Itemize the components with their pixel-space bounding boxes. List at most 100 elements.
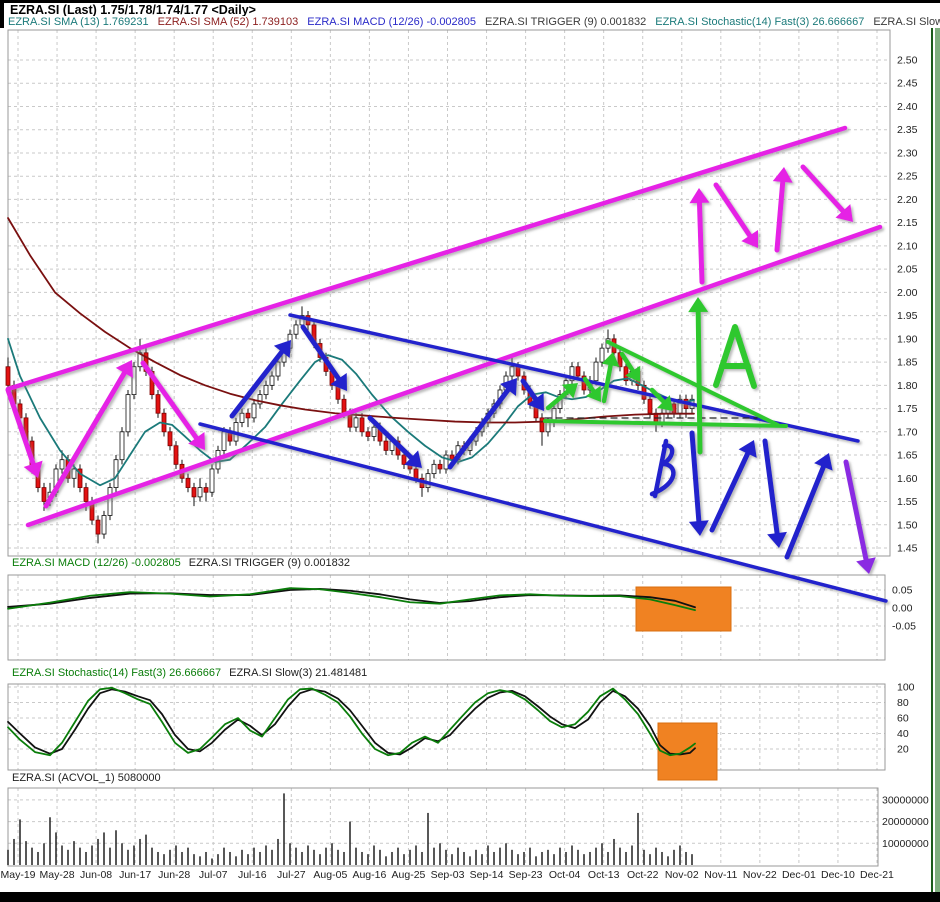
annotation-arrow[interactable] <box>689 430 702 524</box>
annotation-arrow[interactable] <box>447 387 511 470</box>
annotation-arrowhead <box>585 385 601 402</box>
price-axis-label: 2.20 <box>897 194 918 206</box>
price-axis-label: 1.90 <box>897 333 918 345</box>
date-axis-label: Aug-25 <box>392 869 426 881</box>
macd-label-left: EZRA.SI MACD (12/26) -0.002805 <box>12 557 181 569</box>
stochastic-axis-label: 100 <box>897 682 915 694</box>
price-axis-label: 2.45 <box>897 78 918 90</box>
annotation-arrow[interactable] <box>582 376 596 394</box>
annotation-arrow[interactable] <box>709 451 751 533</box>
price-axis-label: 2.30 <box>897 147 918 159</box>
price-axis-label: 2.40 <box>897 101 918 113</box>
annotation-arrow[interactable] <box>229 349 285 419</box>
price-axis-label: 1.70 <box>897 426 918 438</box>
stochastic-axis-label: 40 <box>897 728 909 740</box>
window-bottom-border <box>0 892 940 902</box>
volume-bars <box>7 793 693 865</box>
price-axis-label: 2.05 <box>897 264 918 276</box>
trend-line[interactable] <box>198 422 888 603</box>
window-left-border <box>0 0 4 28</box>
window-top-border <box>0 0 940 3</box>
annotation-arrowhead <box>625 365 641 382</box>
annotation-arrow[interactable] <box>300 324 342 382</box>
letter-A[interactable] <box>713 324 757 389</box>
macd-axis-label: 0.05 <box>892 585 913 597</box>
date-axis-label: Aug-16 <box>352 869 386 881</box>
right-edge-strip-light <box>935 28 940 892</box>
price-axis-label: 1.60 <box>897 473 918 485</box>
volume-axis-label: 10000000 <box>882 838 929 850</box>
date-axis-label: Jul-16 <box>238 869 267 881</box>
macd-axis-label: 0.00 <box>892 603 913 615</box>
annotation-arrow[interactable] <box>367 415 414 461</box>
stochastic-axis-label: 60 <box>897 713 909 725</box>
trend-line[interactable] <box>5 125 848 392</box>
annotation-arrow[interactable] <box>843 459 869 562</box>
price-axis-label: 1.55 <box>897 496 918 508</box>
annotation-arrowhead <box>188 431 205 450</box>
candlestick-layer <box>5 306 695 544</box>
date-axis-label: Nov-22 <box>743 869 777 881</box>
price-axis-label: 1.80 <box>897 380 918 392</box>
indicator-segment: EZRA.SI MACD (12/26) -0.002805 <box>307 16 477 28</box>
price-axis-label: 1.85 <box>897 357 918 369</box>
annotation-arrowhead <box>601 352 620 367</box>
stochastic-slow-line <box>7 688 696 756</box>
volume-axis-label: 30000000 <box>882 794 929 806</box>
highlight-box[interactable] <box>635 586 732 632</box>
volume-axis-label: 20000000 <box>882 816 929 828</box>
annotation-arrow[interactable] <box>696 200 705 285</box>
annotation-arrow[interactable] <box>762 438 780 536</box>
letter-B[interactable] <box>649 438 676 499</box>
annotation-arrow[interactable] <box>695 309 703 455</box>
date-axis-label: Oct-22 <box>627 869 659 881</box>
annotation-arrowhead <box>23 460 43 478</box>
price-axis-label: 1.50 <box>897 519 918 531</box>
date-axis-label: Dec-21 <box>860 869 894 881</box>
date-axis-label: Oct-04 <box>549 869 581 881</box>
annotation-arrow[interactable] <box>520 378 538 402</box>
annotations-layer[interactable] <box>5 125 888 603</box>
annotation-arrowhead <box>814 453 833 471</box>
annotation-arrowhead <box>688 297 709 313</box>
annotation-arrow[interactable] <box>43 370 127 509</box>
annotation-arrow[interactable] <box>784 464 826 560</box>
macd-trigger-line <box>7 588 696 609</box>
annotation-arrow[interactable] <box>619 351 635 373</box>
date-axis-label: Nov-11 <box>704 869 737 881</box>
price-axis-label: 2.25 <box>897 171 918 183</box>
date-axis-label: May-28 <box>40 869 75 881</box>
annotation-arrow[interactable] <box>774 179 786 253</box>
date-axis-label: Sep-23 <box>509 869 543 881</box>
annotation-arrow[interactable] <box>5 387 36 467</box>
date-axis-label: Nov-02 <box>665 869 699 881</box>
trend-line[interactable] <box>543 419 788 428</box>
annotation-arrowhead <box>738 440 757 458</box>
trend-line[interactable] <box>25 224 883 528</box>
indicator-summary-row: EZRA.SI SMA (13) 1.769231 EZRA.SI SMA (52… <box>8 16 940 29</box>
annotation-arrow[interactable] <box>140 360 199 441</box>
price-axis-label: 1.95 <box>897 310 918 322</box>
annotation-arrow[interactable] <box>601 363 613 404</box>
trend-line[interactable] <box>606 340 780 427</box>
annotation-arrowhead <box>527 392 544 411</box>
annotation-arrowhead <box>856 557 876 574</box>
date-axis-label: Dec-10 <box>821 869 855 881</box>
date-axis-label: May-19 <box>0 869 35 881</box>
annotation-arrow[interactable] <box>713 182 753 239</box>
date-axis-label: Jul-27 <box>277 869 306 881</box>
date-axis-label: Jun-08 <box>80 869 112 881</box>
stochastic-panel-label: EZRA.SI Stochastic(14) Fast(3) 26.666667… <box>12 667 367 679</box>
macd-line <box>7 587 696 612</box>
price-axis-label: 1.65 <box>897 450 918 462</box>
price-axis-label: 2.00 <box>897 287 918 299</box>
annotation-arrow[interactable] <box>545 389 570 411</box>
date-axis-label: Dec-01 <box>782 869 816 881</box>
annotation-arrowhead <box>689 188 710 204</box>
price-axis-label: 1.45 <box>897 543 918 555</box>
annotation-arrow[interactable] <box>649 387 666 404</box>
annotation-arrow[interactable] <box>800 164 846 214</box>
annotation-arrowhead <box>688 520 709 536</box>
annotation-arrowhead <box>499 378 517 396</box>
